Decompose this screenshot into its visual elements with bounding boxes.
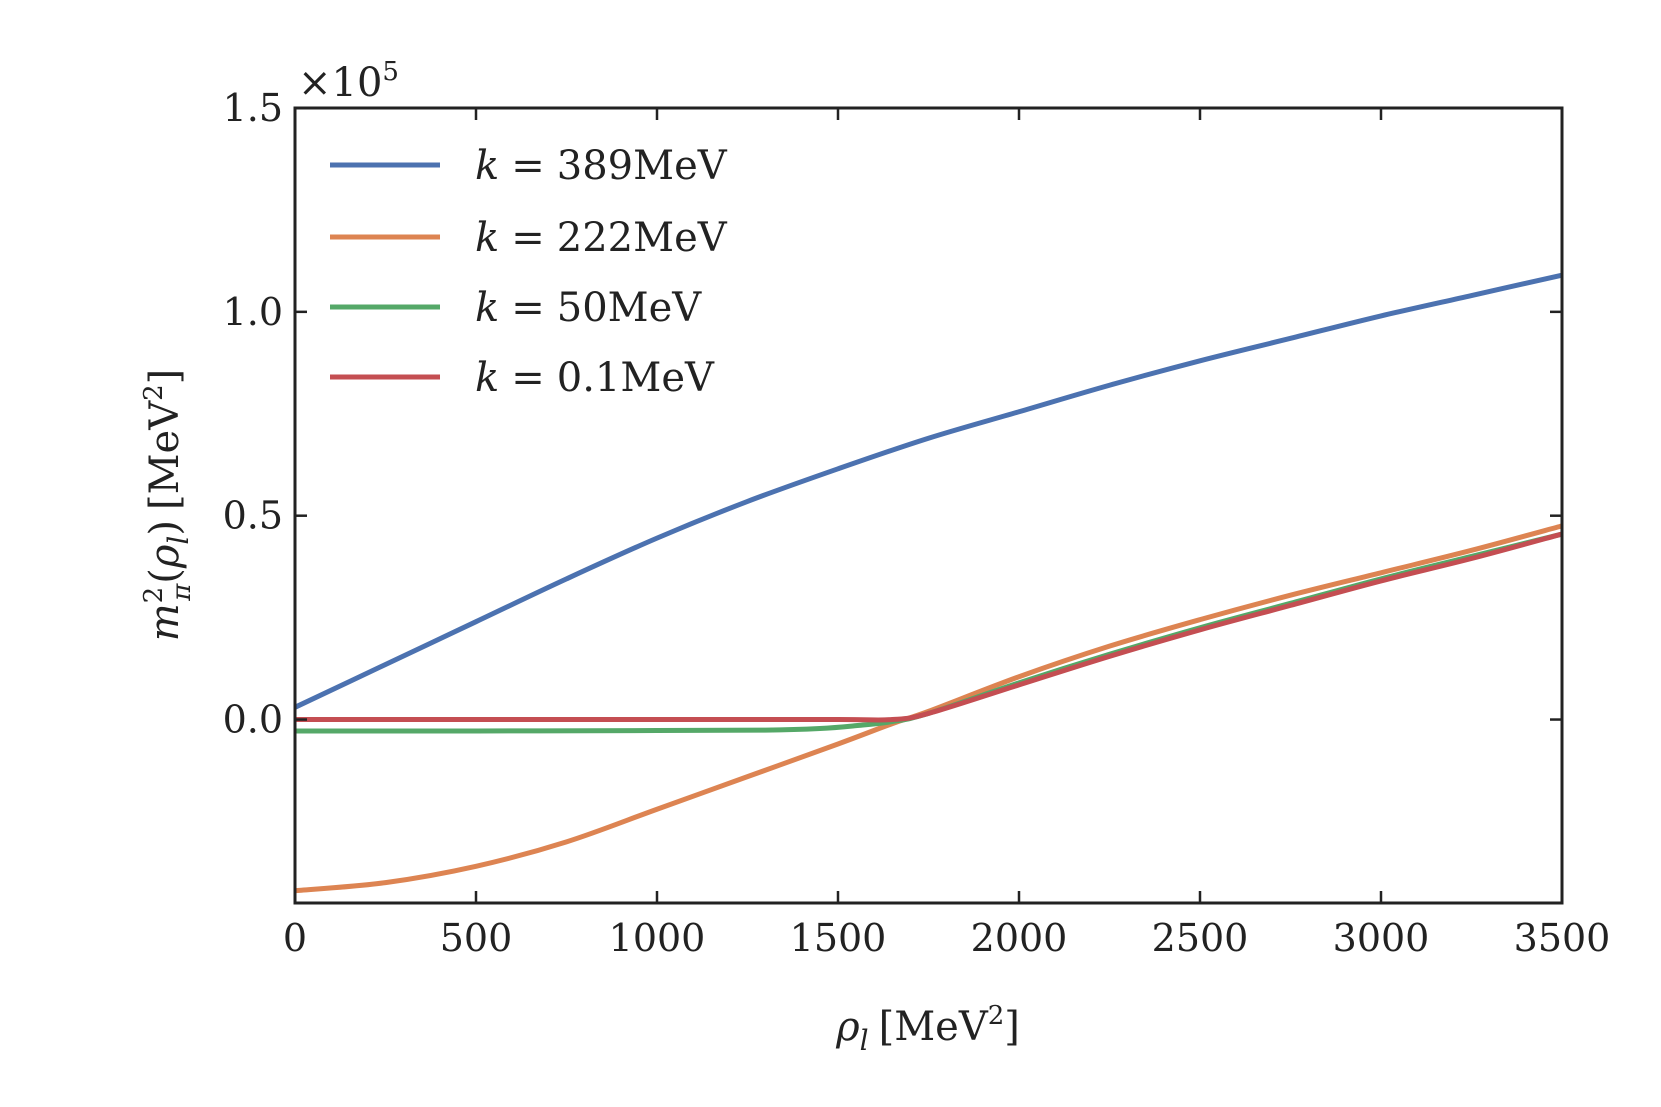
legend-label-k222: k = 222MeV xyxy=(475,215,728,261)
legend-entry-k01: k = 0.1MeV xyxy=(330,355,715,401)
series-line-2 xyxy=(294,531,1563,734)
series-line-3 xyxy=(295,531,1563,723)
x-tick-label: 0 xyxy=(283,916,307,960)
x-tick-label: 3000 xyxy=(1333,916,1430,960)
legend-label-k01: k = 0.1MeV xyxy=(475,355,715,401)
legend: k = 389MeV k = 222MeV k = 50MeV k = 0.1MeV xyxy=(330,143,728,401)
legend-entry-k50: k = 50MeV xyxy=(330,285,702,331)
y-axis-label: m2π(ρl)[MeV2] xyxy=(139,369,197,642)
y-tick-label: 1.0 xyxy=(223,290,283,334)
legend-label-k50: k = 50MeV xyxy=(475,285,702,331)
x-tick-label: 1000 xyxy=(609,916,706,960)
y-multiplier: ×105 xyxy=(298,57,399,106)
x-tick-label: 3500 xyxy=(1514,916,1611,960)
y-tick-label: 0.5 xyxy=(223,494,283,538)
plot-frame xyxy=(293,106,1564,905)
y-tick-label: 0.0 xyxy=(223,698,283,742)
x-tick-label: 2000 xyxy=(971,916,1068,960)
series-layer xyxy=(293,272,1563,894)
ticks-layer: 0 500 1000 1500 2000 2500 3000 3500 0.0 0.5 1.0 1.5 xyxy=(223,86,1611,960)
x-axis-label: ρl [MeV2] xyxy=(835,1001,1020,1057)
x-tick-label: 2500 xyxy=(1152,916,1249,960)
series-line-0 xyxy=(293,272,1563,710)
x-tick-label: 1500 xyxy=(790,916,887,960)
x-tick-label: 500 xyxy=(440,916,513,960)
y-tick-label: 1.5 xyxy=(223,86,283,130)
legend-label-k389: k = 389MeV xyxy=(475,143,728,189)
legend-entry-k389: k = 389MeV xyxy=(330,143,728,189)
legend-entry-k222: k = 222MeV xyxy=(330,215,728,261)
